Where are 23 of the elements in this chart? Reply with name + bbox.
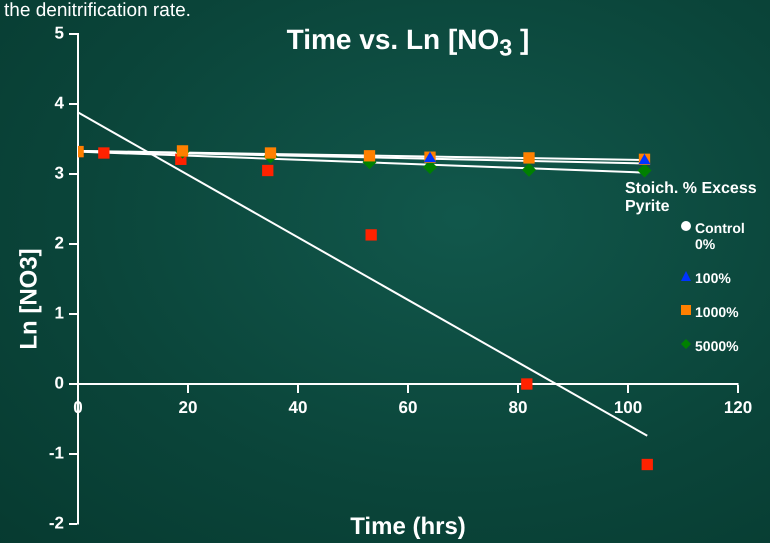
- y-tick-label: 4: [54, 94, 65, 113]
- x-tick-label: 120: [724, 398, 752, 417]
- x-tick-label: 20: [178, 398, 198, 417]
- y-tick-label: 5: [54, 24, 64, 43]
- x-tick-label: 80: [508, 398, 528, 417]
- x-axis-title: Time (hrs): [350, 513, 466, 540]
- y-tick-label: 1: [54, 304, 64, 323]
- text: the denitrification rate.: [4, 0, 191, 22]
- legend-label: 5000%: [695, 338, 740, 354]
- legend-label: 100%: [695, 270, 732, 286]
- x-tick-label: 60: [398, 398, 418, 417]
- x-tick-label: 100: [614, 398, 642, 417]
- y-tick-label: 2: [54, 234, 64, 253]
- y-axis-title: Ln [NO3]: [16, 248, 43, 350]
- chart-title: Time vs. Ln [NO$_{3}$ ]: [286, 24, 530, 61]
- legend-title: Stoich. % Excess Pyrite: [625, 180, 758, 216]
- y-tick-label: -1: [48, 444, 64, 463]
- legend-label: 1000%: [695, 304, 740, 320]
- legend-label: Control 0%: [695, 220, 746, 252]
- y-tick-label: 3: [54, 164, 64, 183]
- x-tick-label: 40: [288, 398, 308, 417]
- y-tick-label: -2: [48, 514, 64, 533]
- y-tick-label: 0: [54, 374, 64, 393]
